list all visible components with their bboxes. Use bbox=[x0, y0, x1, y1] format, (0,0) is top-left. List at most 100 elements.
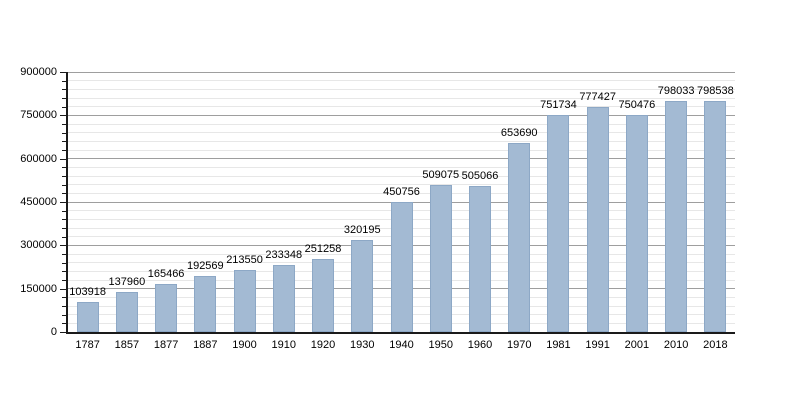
y-axis-minor-tick bbox=[62, 236, 66, 238]
y-tick-label: 450000 bbox=[20, 196, 57, 208]
bar-value-label: 798538 bbox=[697, 85, 734, 98]
bar-1940 bbox=[390, 201, 413, 332]
y-axis-minor-tick bbox=[62, 254, 66, 255]
bar-1857 bbox=[115, 292, 138, 332]
y-axis-major-tick bbox=[60, 332, 66, 333]
y-axis-minor-tick bbox=[62, 106, 66, 108]
bar-value-label: 450756 bbox=[383, 185, 420, 198]
y-axis-minor-tick bbox=[62, 89, 66, 91]
y-tick-label: 750000 bbox=[20, 109, 57, 122]
bar-value-label: 505066 bbox=[461, 170, 499, 183]
x-tick-label: 2010 bbox=[663, 339, 689, 351]
y-tick-label: 0 bbox=[50, 326, 57, 338]
bar-1950 bbox=[429, 184, 452, 332]
y-axis-minor-tick bbox=[62, 271, 66, 273]
y-axis-minor-tick bbox=[62, 210, 66, 212]
y-axis-minor-tick bbox=[62, 176, 66, 177]
bar-1920 bbox=[312, 259, 335, 332]
bar-value-label: 192569 bbox=[186, 260, 224, 273]
y-gridline-minor bbox=[68, 140, 735, 142]
bar-1981 bbox=[547, 114, 570, 332]
x-tick-label: 2001 bbox=[624, 339, 650, 351]
y-axis-minor-tick bbox=[62, 314, 66, 316]
y-tick-label: 900000 bbox=[20, 66, 57, 78]
y-axis-major-tick bbox=[60, 202, 66, 203]
bar-1910 bbox=[272, 264, 295, 332]
bar-value-label: 165466 bbox=[147, 268, 185, 281]
y-tick-label: 150000 bbox=[20, 282, 57, 295]
x-tick-label: 1970 bbox=[506, 339, 532, 351]
y-gridline-major bbox=[68, 71, 735, 73]
y-axis-major-tick bbox=[60, 115, 66, 117]
y-axis-minor-tick bbox=[62, 297, 66, 299]
x-tick-label: 1950 bbox=[428, 339, 453, 351]
y-axis-major-tick bbox=[60, 245, 66, 247]
bar-1960 bbox=[468, 186, 491, 332]
y-axis-minor-tick bbox=[62, 167, 66, 169]
x-tick-label: 1887 bbox=[193, 339, 218, 351]
bar-value-label: 653690 bbox=[500, 127, 538, 140]
x-tick-label: 1900 bbox=[232, 339, 257, 351]
y-tick-label: 300000 bbox=[20, 239, 57, 252]
x-tick-label: 1787 bbox=[75, 339, 100, 351]
bar-2018 bbox=[704, 101, 727, 332]
bar-1787 bbox=[76, 301, 99, 332]
bar-2010 bbox=[665, 101, 688, 332]
bar-1970 bbox=[508, 143, 531, 332]
y-gridline-minor bbox=[68, 184, 735, 186]
bar-value-label: 750476 bbox=[618, 99, 656, 112]
y-gridline-major bbox=[68, 158, 735, 160]
y-gridline-minor bbox=[68, 88, 735, 90]
x-tick-label: 1960 bbox=[467, 339, 493, 351]
y-gridline-minor bbox=[68, 149, 735, 151]
y-gridline-minor bbox=[68, 166, 735, 168]
bar-1930 bbox=[351, 239, 374, 332]
y-axis-minor-tick bbox=[62, 323, 66, 325]
x-tick-label: 1940 bbox=[389, 339, 414, 351]
y-gridline-minor bbox=[68, 97, 735, 99]
x-tick-label: 1930 bbox=[350, 339, 375, 351]
bar-value-label: 251258 bbox=[304, 243, 342, 256]
y-gridline-major bbox=[68, 114, 735, 116]
x-tick-label: 1857 bbox=[114, 339, 140, 351]
y-gridline-minor bbox=[68, 192, 735, 194]
bar-value-label: 137960 bbox=[108, 276, 146, 289]
y-gridline-minor bbox=[68, 175, 735, 177]
y-gridline-minor bbox=[68, 132, 735, 134]
y-axis-minor-tick bbox=[62, 141, 66, 143]
plot-area: 103918 137960 165466 192569 213550 233348 2512… bbox=[66, 71, 735, 334]
x-tick-label: 1981 bbox=[546, 339, 571, 351]
y-axis-minor-tick bbox=[62, 193, 66, 195]
y-axis-major-tick bbox=[60, 158, 66, 160]
y-axis-minor-tick bbox=[62, 306, 66, 307]
bar-value-label: 751734 bbox=[540, 98, 577, 111]
y-gridline-minor bbox=[68, 106, 735, 108]
bar-value-label: 320195 bbox=[343, 223, 381, 236]
y-axis-minor-tick bbox=[62, 80, 66, 82]
y-axis-minor-tick bbox=[62, 132, 66, 134]
bar-value-label: 103918 bbox=[69, 285, 106, 298]
y-axis-minor-tick bbox=[62, 228, 66, 229]
y-gridline-minor bbox=[68, 80, 735, 82]
bar-value-label: 213550 bbox=[226, 254, 263, 267]
bar-1900 bbox=[233, 270, 256, 332]
y-axis-minor-tick bbox=[62, 150, 66, 151]
x-tick-label: 1991 bbox=[585, 339, 610, 351]
bar-value-label: 777427 bbox=[579, 91, 617, 104]
y-axis-minor-tick bbox=[62, 280, 66, 281]
bar-2001 bbox=[625, 115, 648, 332]
bar-1991 bbox=[586, 107, 609, 332]
bar-value-label: 798033 bbox=[657, 85, 695, 98]
x-tick-label: 1920 bbox=[310, 339, 336, 351]
y-axis-major-tick bbox=[60, 72, 66, 73]
y-axis-minor-tick bbox=[62, 98, 66, 99]
y-axis-minor-tick bbox=[62, 262, 66, 264]
bar-value-label: 233348 bbox=[265, 248, 303, 261]
y-tick-label: 600000 bbox=[20, 152, 57, 165]
x-tick-label: 1910 bbox=[271, 339, 297, 351]
bar-1887 bbox=[194, 276, 217, 332]
x-tick-label: 1877 bbox=[153, 339, 179, 351]
bar-value-label: 509075 bbox=[422, 168, 460, 181]
y-axis-minor-tick bbox=[62, 219, 66, 221]
